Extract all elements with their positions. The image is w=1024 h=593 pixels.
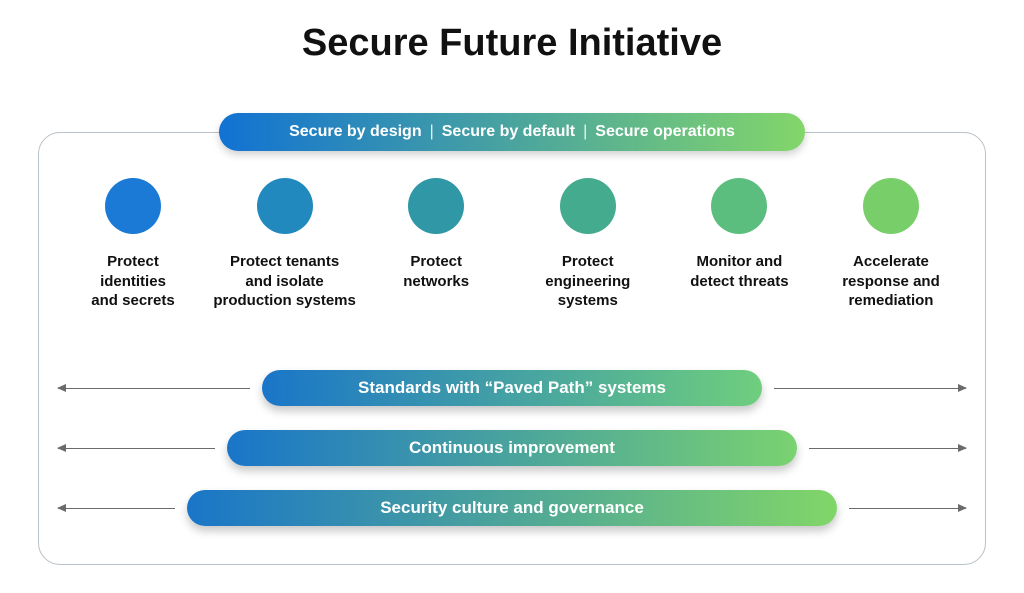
pillar-identities: Protect identities and secrets (58, 178, 208, 311)
band-label: Continuous improvement (409, 438, 615, 458)
principle-2: Secure by default (442, 123, 575, 141)
principles-pill: Secure by design | Secure by default | S… (219, 113, 805, 151)
band-continuous: Continuous improvement (227, 430, 797, 466)
pillar-tenants: Protect tenants and isolate production s… (210, 178, 360, 311)
principle-1: Secure by design (289, 123, 422, 141)
arrow-left-icon (58, 508, 175, 509)
pillar-label: Monitor and detect threats (690, 252, 788, 291)
band-standards: Standards with “Paved Path” systems (262, 370, 762, 406)
arrow-left-icon (58, 448, 215, 449)
pillar-dot-icon (560, 178, 616, 234)
band-row-culture: Security culture and governance (58, 490, 966, 526)
pillar-label: Protect networks (403, 252, 469, 291)
pillars-row: Protect identities and secrets Protect t… (58, 178, 966, 311)
separator-icon: | (430, 123, 434, 141)
arrow-right-icon (809, 448, 966, 449)
pillar-networks: Protect networks (361, 178, 511, 311)
arrow-right-icon (849, 508, 966, 509)
page-title: Secure Future Initiative (0, 22, 1024, 65)
pillar-label: Accelerate response and remediation (842, 252, 940, 311)
separator-icon: | (583, 123, 587, 141)
band-label: Security culture and governance (380, 498, 644, 518)
band-label: Standards with “Paved Path” systems (358, 378, 666, 398)
band-row-standards: Standards with “Paved Path” systems (58, 370, 966, 406)
principle-3: Secure operations (595, 123, 735, 141)
pillar-dot-icon (863, 178, 919, 234)
pillar-label: Protect tenants and isolate production s… (213, 252, 356, 311)
pillar-dot-icon (408, 178, 464, 234)
pillar-dot-icon (105, 178, 161, 234)
arrow-left-icon (58, 388, 250, 389)
arrow-right-icon (774, 388, 966, 389)
pillar-accelerate: Accelerate response and remediation (816, 178, 966, 311)
band-culture: Security culture and governance (187, 490, 837, 526)
band-row-continuous: Continuous improvement (58, 430, 966, 466)
pillar-dot-icon (257, 178, 313, 234)
pillar-engineering: Protect engineering systems (513, 178, 663, 311)
pillar-label: Protect identities and secrets (91, 252, 174, 311)
pillar-monitor: Monitor and detect threats (664, 178, 814, 311)
pillar-dot-icon (711, 178, 767, 234)
pillar-label: Protect engineering systems (545, 252, 630, 311)
